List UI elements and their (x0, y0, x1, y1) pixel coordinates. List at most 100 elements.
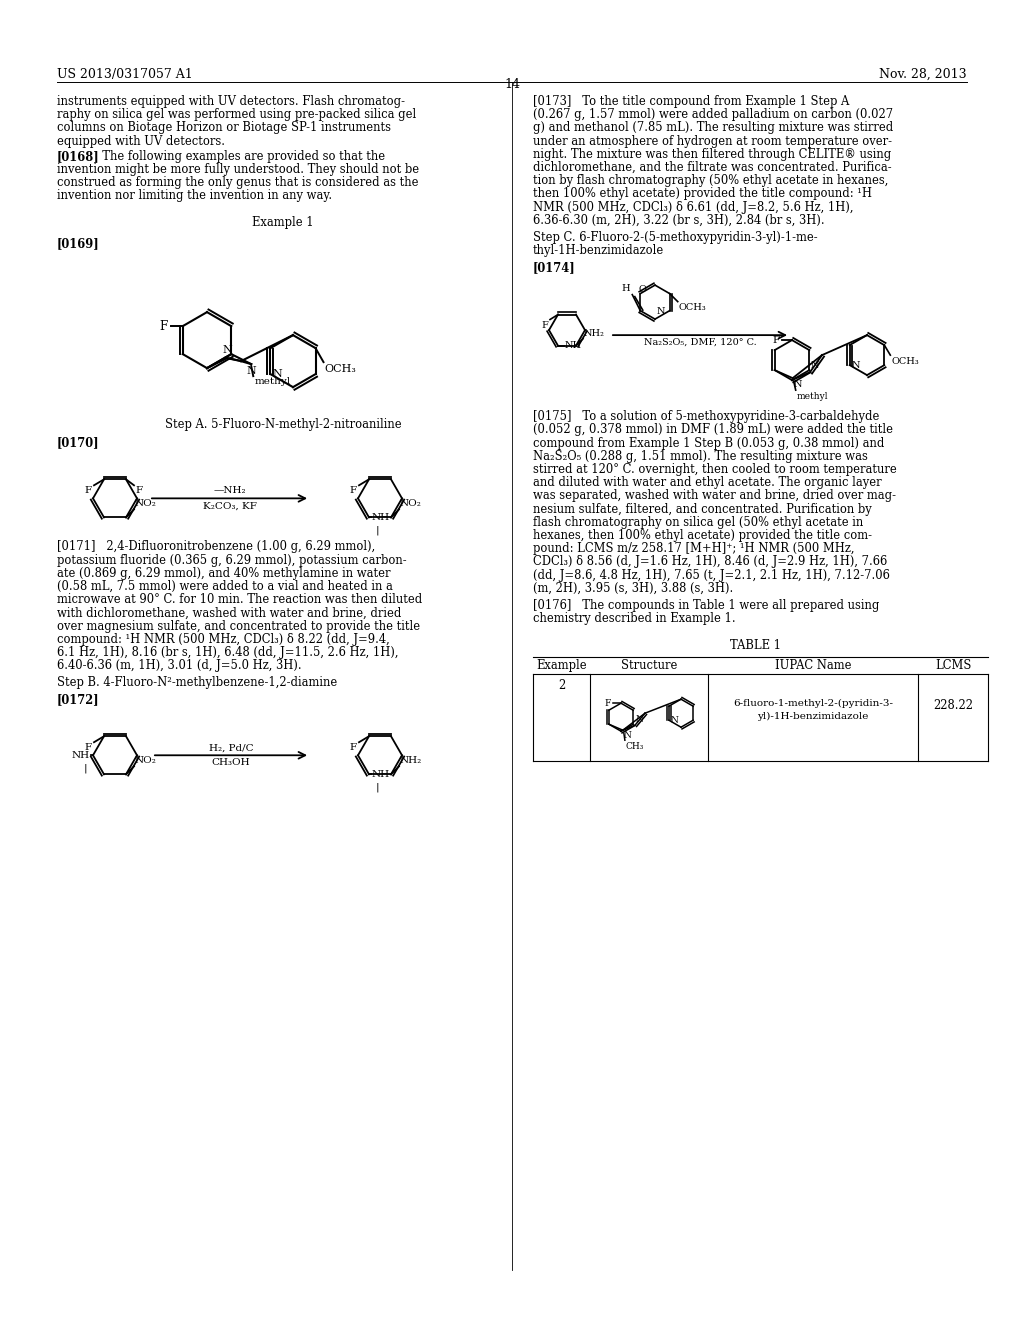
Text: [0174]: [0174] (534, 261, 575, 275)
Text: potassium fluoride (0.365 g, 6.29 mmol), potassium carbon-: potassium fluoride (0.365 g, 6.29 mmol),… (57, 553, 407, 566)
Text: F: F (773, 335, 780, 345)
Text: invention might be more fully understood. They should not be: invention might be more fully understood… (57, 162, 419, 176)
Text: microwave at 90° C. for 10 min. The reaction was then diluted: microwave at 90° C. for 10 min. The reac… (57, 593, 422, 606)
Text: NH: NH (372, 513, 390, 521)
Text: methyl: methyl (254, 378, 291, 387)
Text: F: F (350, 743, 357, 752)
Text: [0169]: [0169] (57, 236, 99, 249)
Text: OCH₃: OCH₃ (891, 358, 920, 366)
Text: N: N (671, 715, 679, 725)
Text: NO₂: NO₂ (135, 499, 157, 508)
Text: Na₂S₂O₅ (0.288 g, 1.51 mmol). The resulting mixture was: Na₂S₂O₅ (0.288 g, 1.51 mmol). The result… (534, 450, 868, 463)
Text: OCH₃: OCH₃ (325, 364, 356, 374)
Text: 6-fluoro-1-methyl-2-(pyridin-3-: 6-fluoro-1-methyl-2-(pyridin-3- (733, 700, 893, 709)
Text: NO₂: NO₂ (400, 499, 422, 508)
Text: instruments equipped with UV detectors. Flash chromatog-: instruments equipped with UV detectors. … (57, 95, 406, 108)
Text: F: F (350, 486, 357, 495)
Text: (0.052 g, 0.378 mmol) in DMF (1.89 mL) were added the title: (0.052 g, 0.378 mmol) in DMF (1.89 mL) w… (534, 424, 893, 437)
Text: Na₂S₂O₅, DMF, 120° C.: Na₂S₂O₅, DMF, 120° C. (644, 338, 757, 347)
Text: under an atmosphere of hydrogen at room temperature over-: under an atmosphere of hydrogen at room … (534, 135, 892, 148)
Text: N: N (657, 308, 666, 315)
Text: F: F (135, 486, 142, 495)
Text: N: N (636, 715, 644, 725)
Text: N: N (794, 380, 802, 389)
Text: Example 1: Example 1 (252, 215, 313, 228)
Text: [0168]: [0168] (57, 149, 99, 162)
Text: Structure: Structure (621, 659, 677, 672)
Text: with dichloromethane, washed with water and brine, dried: with dichloromethane, washed with water … (57, 606, 401, 619)
Text: |: | (375, 783, 379, 792)
Text: hexanes, then 100% ethyl acetate) provided the title com-: hexanes, then 100% ethyl acetate) provid… (534, 529, 872, 543)
Text: Example: Example (537, 659, 587, 672)
Text: 6.40-6.36 (m, 1H), 3.01 (d, J=5.0 Hz, 3H).: 6.40-6.36 (m, 1H), 3.01 (d, J=5.0 Hz, 3H… (57, 659, 302, 672)
Text: (m, 2H), 3.95 (s, 3H), 3.88 (s, 3H).: (m, 2H), 3.95 (s, 3H), 3.88 (s, 3H). (534, 582, 733, 595)
Text: NH: NH (565, 341, 582, 350)
Text: flash chromatography on silica gel (50% ethyl acetate in: flash chromatography on silica gel (50% … (534, 516, 863, 529)
Text: stirred at 120° C. overnight, then cooled to room temperature: stirred at 120° C. overnight, then coole… (534, 463, 897, 477)
Text: OCH₃: OCH₃ (679, 302, 707, 312)
Text: (dd, J=8.6, 4.8 Hz, 1H), 7.65 (t, J=2.1, 2.1 Hz, 1H), 7.12-7.06: (dd, J=8.6, 4.8 Hz, 1H), 7.65 (t, J=2.1,… (534, 569, 890, 582)
Text: compound: ¹H NMR (500 MHz, CDCl₃) δ 8.22 (dd, J=9.4,: compound: ¹H NMR (500 MHz, CDCl₃) δ 8.22… (57, 632, 390, 645)
Text: over magnesium sulfate, and concentrated to provide the title: over magnesium sulfate, and concentrated… (57, 619, 420, 632)
Text: yl)-1H-benzimidazole: yl)-1H-benzimidazole (758, 713, 868, 721)
Text: [0173]   To the title compound from Example 1 Step A: [0173] To the title compound from Exampl… (534, 95, 849, 108)
Text: nesium sulfate, filtered, and concentrated. Purification by: nesium sulfate, filtered, and concentrat… (534, 503, 871, 516)
Text: N: N (624, 731, 632, 741)
Text: LCMS: LCMS (935, 659, 971, 672)
Text: F: F (541, 321, 548, 330)
Text: equipped with UV detectors.: equipped with UV detectors. (57, 135, 225, 148)
Text: N: N (811, 362, 819, 370)
Text: methyl: methyl (797, 392, 828, 401)
Text: Step B. 4-Fluoro-N²-methylbenzene-1,2-diamine: Step B. 4-Fluoro-N²-methylbenzene-1,2-di… (57, 676, 337, 689)
Text: N: N (272, 370, 283, 379)
Text: ate (0.869 g, 6.29 mmol), and 40% methylamine in water: ate (0.869 g, 6.29 mmol), and 40% methyl… (57, 566, 390, 579)
Text: construed as forming the only genus that is considered as the: construed as forming the only genus that… (57, 176, 419, 189)
Text: —NH₂: —NH₂ (213, 486, 246, 495)
Text: IUPAC Name: IUPAC Name (775, 659, 851, 672)
Text: NH₂: NH₂ (400, 756, 422, 766)
Text: Step A. 5-Fluoro-N-methyl-2-nitroaniline: Step A. 5-Fluoro-N-methyl-2-nitroaniline (165, 418, 401, 432)
Text: US 2013/0317057 A1: US 2013/0317057 A1 (57, 69, 193, 81)
Text: NO₂: NO₂ (135, 756, 157, 766)
Text: CDCl₃) δ 8.56 (d, J=1.6 Hz, 1H), 8.46 (d, J=2.9 Hz, 1H), 7.66: CDCl₃) δ 8.56 (d, J=1.6 Hz, 1H), 8.46 (d… (534, 556, 887, 569)
Text: NH: NH (372, 770, 390, 779)
Text: CH₃: CH₃ (626, 742, 644, 751)
Text: chemistry described in Example 1.: chemistry described in Example 1. (534, 612, 735, 626)
Text: F: F (85, 743, 92, 752)
Text: |: | (375, 525, 379, 535)
Text: dichloromethane, and the filtrate was concentrated. Purifica-: dichloromethane, and the filtrate was co… (534, 161, 892, 174)
Text: 228.22: 228.22 (933, 700, 973, 713)
Text: NMR (500 MHz, CDCl₃) δ 6.61 (dd, J=8.2, 5.6 Hz, 1H),: NMR (500 MHz, CDCl₃) δ 6.61 (dd, J=8.2, … (534, 201, 853, 214)
Text: O: O (638, 285, 646, 293)
Text: CH₃OH: CH₃OH (212, 758, 250, 767)
Text: compound from Example 1 Step B (0.053 g, 0.38 mmol) and: compound from Example 1 Step B (0.053 g,… (534, 437, 885, 450)
Text: N: N (247, 366, 256, 376)
Text: NH₂: NH₂ (584, 329, 605, 338)
Text: Nov. 28, 2013: Nov. 28, 2013 (880, 69, 967, 81)
Text: [0171]   2,4-Difluoronitrobenzene (1.00 g, 6.29 mmol),: [0171] 2,4-Difluoronitrobenzene (1.00 g,… (57, 540, 375, 553)
Text: F: F (160, 319, 168, 333)
Text: NH: NH (72, 751, 90, 760)
Text: [0175]   To a solution of 5-methoxypyridine-3-carbaldehyde: [0175] To a solution of 5-methoxypyridin… (534, 411, 880, 424)
Text: columns on Biotage Horizon or Biotage SP-1 instruments: columns on Biotage Horizon or Biotage SP… (57, 121, 391, 135)
Text: K₂CO₃, KF: K₂CO₃, KF (203, 502, 256, 511)
Text: N: N (222, 345, 231, 355)
Text: (0.267 g, 1.57 mmol) were added palladium on carbon (0.027: (0.267 g, 1.57 mmol) were added palladiu… (534, 108, 893, 121)
Text: pound: LCMS m/z 258.17 [M+H]⁺; ¹H NMR (500 MHz,: pound: LCMS m/z 258.17 [M+H]⁺; ¹H NMR (5… (534, 543, 854, 556)
Text: F: F (85, 486, 92, 495)
Text: 2: 2 (558, 680, 565, 692)
Text: night. The mixture was then filtered through CELITE® using: night. The mixture was then filtered thr… (534, 148, 891, 161)
Text: 6.36-6.30 (m, 2H), 3.22 (br s, 3H), 2.84 (br s, 3H).: 6.36-6.30 (m, 2H), 3.22 (br s, 3H), 2.84… (534, 214, 824, 227)
Text: N: N (852, 360, 860, 370)
Text: was separated, washed with water and brine, dried over mag-: was separated, washed with water and bri… (534, 490, 896, 503)
Text: H₂, Pd/C: H₂, Pd/C (209, 743, 253, 752)
Text: 14: 14 (504, 78, 520, 91)
Text: and diluted with water and ethyl acetate. The organic layer: and diluted with water and ethyl acetate… (534, 477, 882, 490)
Text: F: F (604, 698, 611, 708)
Text: The following examples are provided so that the: The following examples are provided so t… (95, 149, 385, 162)
Text: tion by flash chromatography (50% ethyl acetate in hexanes,: tion by flash chromatography (50% ethyl … (534, 174, 889, 187)
Text: [0172]: [0172] (57, 693, 99, 706)
Text: thyl-1H-benzimidazole: thyl-1H-benzimidazole (534, 244, 665, 257)
Text: |: | (83, 763, 87, 772)
Text: Step C. 6-Fluoro-2-(5-methoxypyridin-3-yl)-1-me-: Step C. 6-Fluoro-2-(5-methoxypyridin-3-y… (534, 231, 817, 244)
